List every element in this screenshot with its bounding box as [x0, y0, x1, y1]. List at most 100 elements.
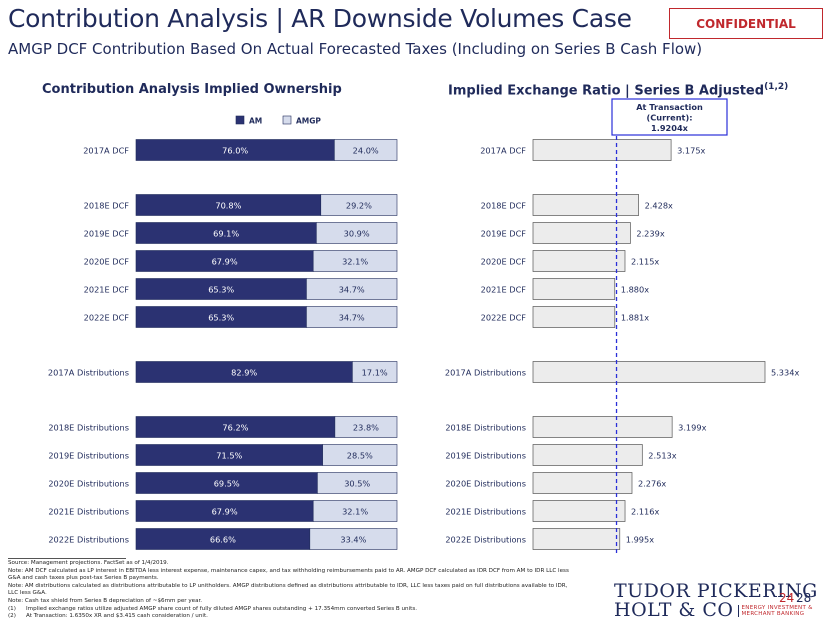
ownership-category-label: 2017A Distributions — [48, 368, 129, 378]
amgp-bar — [306, 306, 398, 328]
ratio-bar — [532, 278, 616, 300]
ratio-value-label: 2.513x — [648, 451, 676, 461]
amgp-value-label: 24.0% — [353, 146, 379, 156]
exchange-ratio-chart-title: Implied Exchange Ratio | Series B Adjust… — [448, 82, 788, 98]
am-value-label: 66.6% — [210, 535, 236, 545]
ownership-category-label: 2021E Distributions — [48, 507, 129, 517]
legend-am-label: AM — [249, 117, 262, 126]
ratio-bar — [532, 361, 766, 383]
ratio-category-label: 2017A DCF — [480, 146, 526, 156]
page-number: 24 — [779, 591, 795, 605]
amgp-value-label: 17.1% — [362, 368, 388, 378]
logo-tagline-2: MERCHANT BANKING — [741, 610, 805, 617]
amgp-bar — [334, 139, 398, 161]
legend-am-swatch — [235, 115, 245, 125]
footnote-line: LLC less G&A. — [8, 590, 47, 597]
ratio-category-label: 2019E Distributions — [445, 451, 526, 461]
ratio-bar — [532, 500, 626, 522]
ratio-value-label: 2.239x — [636, 229, 664, 239]
am-value-label: 69.1% — [213, 229, 239, 239]
amgp-bar — [320, 194, 398, 216]
am-value-label: 67.9% — [212, 257, 238, 267]
ratio-value-label: 3.199x — [678, 423, 706, 433]
ratio-value-label: 2.276x — [638, 479, 666, 489]
ownership-category-label: 2021E DCF — [84, 285, 130, 295]
footnote-rule — [8, 558, 126, 559]
am-value-label: 71.5% — [216, 451, 242, 461]
footnote-text: Implied exchange ratios utilize adjusted… — [26, 605, 418, 612]
footnote-text: At Transaction: 1.6350x XR and $3.415 ca… — [26, 613, 208, 620]
amgp-value-label: 34.7% — [339, 285, 365, 295]
ratio-bar — [532, 250, 626, 272]
ownership-category-label: 2022E DCF — [84, 313, 130, 323]
ratio-bar — [532, 444, 643, 466]
amgp-bar — [309, 528, 398, 550]
confidential-badge: CONFIDENTIAL — [669, 8, 823, 39]
footnotes: Source: Management projections. FactSet … — [8, 560, 608, 621]
footnote-marker: (2) — [8, 613, 16, 620]
ownership-category-label: 2020E Distributions — [48, 479, 129, 489]
am-value-label: 65.3% — [208, 285, 234, 295]
amgp-bar — [316, 222, 398, 244]
amgp-value-label: 28.5% — [347, 451, 373, 461]
ownership-category-label: 2018E DCF — [84, 201, 130, 211]
amgp-value-label: 30.5% — [344, 479, 370, 489]
am-value-label: 76.2% — [222, 423, 248, 433]
ratio-category-label: 2020E DCF — [481, 257, 527, 267]
amgp-bar — [306, 278, 398, 300]
amgp-bar — [312, 250, 398, 272]
amgp-value-label: 23.8% — [353, 423, 379, 433]
ratio-category-label: 2019E DCF — [481, 229, 527, 239]
am-value-label: 70.8% — [215, 201, 241, 211]
logo-line-1: TUDOR PICKERING — [614, 580, 818, 602]
amgp-bar — [317, 472, 398, 494]
footnote-marker: (1) — [8, 605, 16, 612]
ownership-category-label: 2018E Distributions — [48, 423, 129, 433]
footnote-line: (2) At Transaction: 1.6350x XR and $3.415… — [8, 613, 608, 621]
amgp-value-label: 33.4% — [340, 535, 366, 545]
amgp-bar — [334, 416, 398, 438]
ratio-bar — [532, 139, 672, 161]
ratio-category-label: 2018E DCF — [481, 201, 527, 211]
am-value-label: 67.9% — [212, 507, 238, 517]
ratio-category-label: 2020E Distributions — [445, 479, 526, 489]
ratio-value-label: 5.334x — [771, 368, 799, 378]
ratio-bar — [532, 222, 631, 244]
footnote-line: Note: Cash tax shield from Series B depr… — [8, 597, 203, 604]
footnote-line: (1) Implied exchange ratios utilize adjus… — [8, 606, 608, 614]
ratio-category-label: 2022E Distributions — [445, 535, 526, 545]
ratio-bar — [532, 528, 621, 550]
logo-tagline: ENERGY INVESTMENT & MERCHANT BANKING — [737, 604, 813, 617]
at-transaction-callout-text: 1.9204x — [651, 123, 689, 133]
amgp-bar — [352, 361, 398, 383]
footnote-line: G&A and cash taxes plus post-tax Series … — [8, 575, 159, 582]
ratio-value-label: 2.115x — [631, 257, 659, 267]
ratio-value-label: 3.175x — [677, 146, 705, 156]
ownership-category-label: 2019E Distributions — [48, 451, 129, 461]
ownership-category-label: 2022E Distributions — [48, 535, 129, 545]
ratio-category-label: 2018E Distributions — [445, 423, 526, 433]
company-logo: TUDOR PICKERING HOLT & CO ENERGY INVESTM… — [614, 582, 818, 620]
exchange-ratio-title-superscript: (1,2) — [764, 82, 789, 92]
page-total: 28 — [796, 591, 812, 605]
legend-amgp-label: AMGP — [296, 117, 321, 126]
page-subtitle: AMGP DCF Contribution Based On Actual Fo… — [8, 40, 703, 58]
amgp-value-label: 32.1% — [342, 507, 368, 517]
amgp-bar — [322, 444, 398, 466]
at-transaction-callout-text: (Current): — [647, 113, 693, 123]
logo-line-2-row: HOLT & CO ENERGY INVESTMENT & MERCHANT BA… — [614, 601, 818, 620]
logo-tagline-1: ENERGY INVESTMENT & — [741, 604, 813, 611]
amgp-value-label: 29.2% — [346, 201, 372, 211]
amgp-bar — [312, 500, 398, 522]
at-transaction-callout-box — [611, 98, 728, 136]
am-value-label: 69.5% — [214, 479, 240, 489]
logo-line-2: HOLT & CO — [614, 599, 734, 621]
am-value-label: 65.3% — [208, 313, 234, 323]
ratio-value-label: 2.428x — [645, 201, 673, 211]
ownership-category-label: 2019E DCF — [84, 229, 130, 239]
ownership-category-label: 2017A DCF — [83, 146, 129, 156]
at-transaction-callout-text: At Transaction — [636, 102, 703, 112]
ownership-category-label: 2020E DCF — [84, 257, 130, 267]
legend-amgp-swatch — [282, 115, 292, 125]
